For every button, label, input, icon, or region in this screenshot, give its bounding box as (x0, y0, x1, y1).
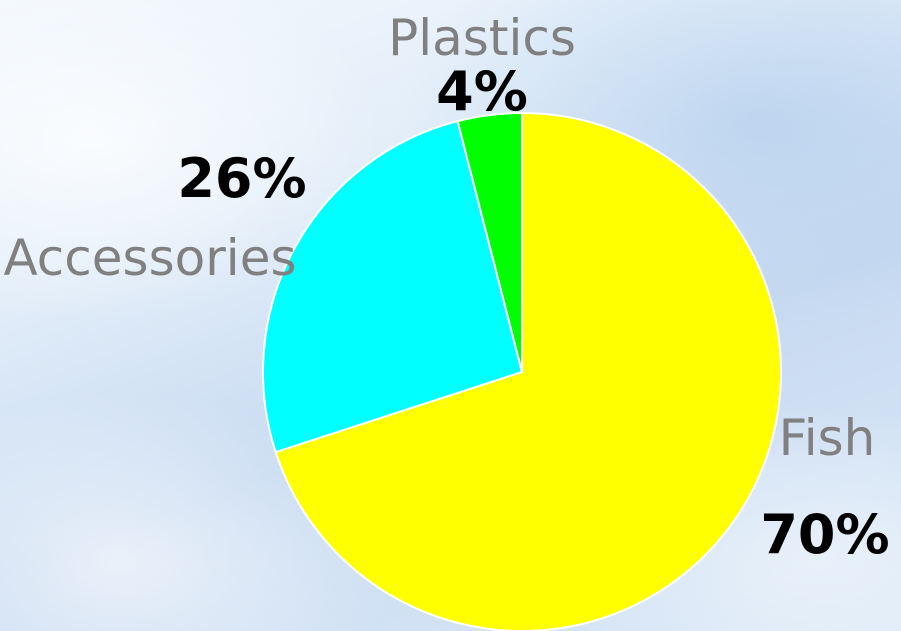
slice-value-plastics: 4% (436, 60, 528, 123)
slice-label-fish: Fish (779, 409, 876, 467)
slice-value-fish: 70% (760, 503, 889, 566)
pie-slice-accessories (262, 120, 523, 454)
pie-slice-plastics (456, 112, 523, 373)
slice-value-accessories: 26% (177, 147, 306, 210)
slice-label-plastics: Plastics (388, 9, 576, 67)
pie-slices (262, 112, 782, 631)
pie-slice-fish (274, 112, 782, 631)
pie-labels: Plastics 4% 26% Accessories Fish 70% (3, 9, 889, 566)
slice-label-accessories: Accessories (3, 229, 296, 287)
